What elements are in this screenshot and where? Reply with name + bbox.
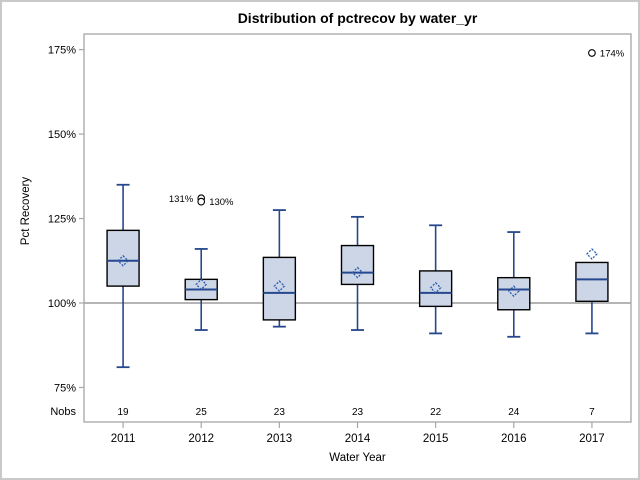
outlier-marker <box>197 197 206 206</box>
x-tick-label: 2017 <box>579 433 605 445</box>
iqr-box <box>418 270 453 308</box>
iqr-box <box>575 261 609 303</box>
nobs-value: 19 <box>118 407 130 418</box>
box-group-2015: 22 2015 <box>418 224 453 445</box>
mean-diamond <box>273 280 286 293</box>
iqr-box <box>340 244 375 286</box>
y-tick-label: 150% <box>48 129 76 141</box>
outlier-label: 130% <box>209 197 234 208</box>
iqr-box <box>106 229 140 287</box>
nobs-value: 24 <box>508 407 520 418</box>
nobs-value: 7 <box>589 407 595 418</box>
nobs-value: 22 <box>430 407 442 418</box>
box-group-2011: 19 2011 <box>106 183 140 445</box>
box-group-2013: 23 2013 <box>262 209 297 445</box>
mean-diamond <box>429 281 442 294</box>
chart-title: Distribution of pctrecov by water_yr <box>237 10 478 26</box>
box-group-2012: 131% 130% 25 2012 <box>169 194 234 445</box>
outlier-label: 131% <box>169 194 194 205</box>
mean-diamond <box>586 248 598 260</box>
x-tick-label: 2015 <box>423 433 449 445</box>
mean-diamond <box>507 285 520 298</box>
x-tick-label: 2011 <box>111 433 136 445</box>
x-tick-label: 2013 <box>267 433 293 445</box>
y-tick-label: 75% <box>54 382 76 394</box>
x-tick-label: 2012 <box>188 433 214 445</box>
iqr-box <box>497 276 531 311</box>
x-tick-label: 2016 <box>501 433 527 445</box>
nobs-value: 25 <box>196 407 208 418</box>
nobs-value: 23 <box>352 407 364 418</box>
iqr-box <box>262 256 297 321</box>
mean-diamond <box>195 278 208 291</box>
y-tick-label: 175% <box>48 45 76 57</box>
outlier-marker <box>588 49 596 57</box>
box-group-2014: 23 2014 <box>340 215 375 445</box>
box-group-2016: 24 2016 <box>497 231 531 445</box>
x-tick-label: 2014 <box>345 433 371 445</box>
y-tick-label: 125% <box>48 214 76 226</box>
y-tick-label: 100% <box>48 298 76 310</box>
x-axis-title: Water Year <box>329 452 386 464</box>
box-group-2017: 174% 7 2017 <box>575 48 625 445</box>
mean-diamond <box>351 266 364 279</box>
nobs-header: Nobs <box>50 406 76 418</box>
outlier-label: 174% <box>600 48 625 59</box>
mean-diamond <box>117 254 129 267</box>
nobs-value: 23 <box>274 407 286 418</box>
